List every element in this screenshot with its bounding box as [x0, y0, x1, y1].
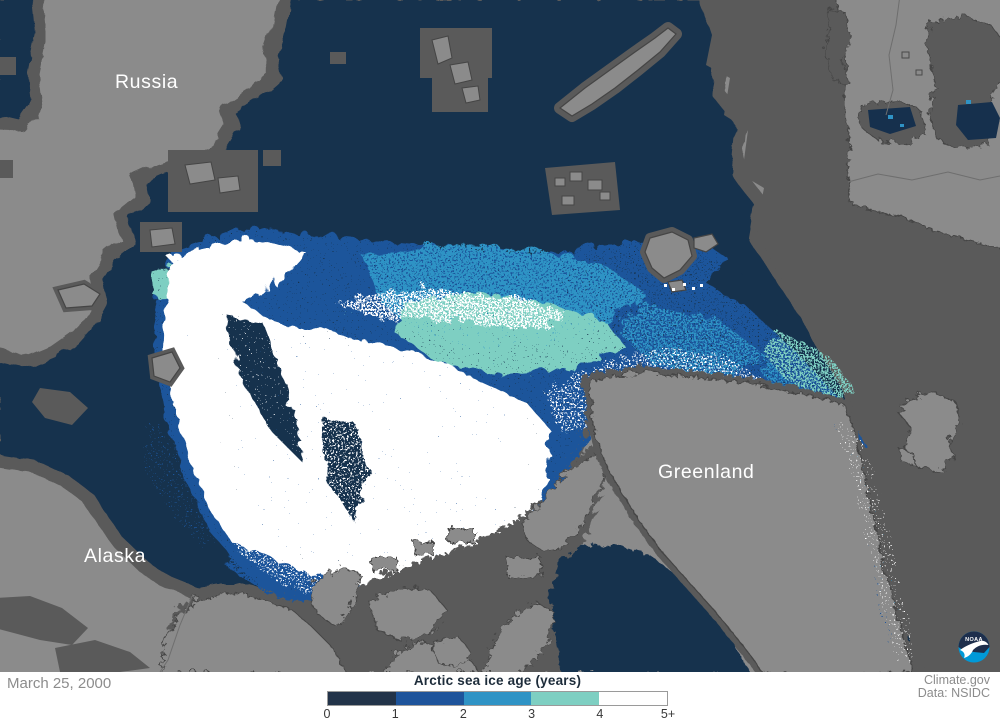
wrangel-island — [52, 279, 185, 387]
baffin-bay — [548, 542, 748, 672]
lake — [901, 51, 910, 59]
legend-segment-0-1 — [328, 692, 396, 705]
alaska-canada-border — [159, 593, 194, 672]
ice-dot — [966, 100, 971, 104]
arctic-map-svg: NOAA Russia Alaska Greenland — [0, 0, 1000, 672]
banks-island — [307, 564, 359, 626]
source-label: Climate.gov — [924, 673, 990, 687]
white-sea-ice — [956, 102, 1000, 140]
tick-0: 0 — [323, 707, 331, 720]
island — [411, 539, 433, 553]
lake — [915, 69, 923, 76]
ice-4plus-crest — [166, 238, 270, 268]
bothnia-water — [822, 5, 849, 83]
east-greenland-ice-tail — [832, 415, 912, 658]
country-border — [847, 171, 1000, 183]
devon-island — [504, 554, 540, 576]
ice-age-legend: Arctic sea ice age (years) 0 1 2 3 4 5+ — [323, 673, 676, 720]
noaa-logo: NOAA — [958, 631, 990, 663]
label-alaska: Alaska — [84, 545, 146, 567]
tick-2: 2 — [459, 707, 467, 720]
severnaya-zemlya — [420, 28, 492, 112]
tick-4: 4 — [596, 707, 604, 720]
legend-segment-2-3 — [463, 692, 532, 705]
tick-1: 1 — [391, 707, 399, 720]
inlet-sea-ice — [868, 107, 916, 134]
legend-title: Arctic sea ice age (years) — [413, 673, 582, 688]
date-label: March 25, 2000 — [7, 675, 112, 692]
baffin-island — [479, 599, 553, 672]
ellesmere-island — [519, 447, 611, 549]
country-border — [885, 0, 900, 116]
tick-5plus: 5+ — [660, 707, 676, 720]
label-russia: Russia — [115, 71, 178, 93]
iceland — [897, 389, 959, 471]
terrain-details — [0, 388, 150, 672]
sea-ice-pack — [136, 226, 862, 622]
island — [445, 525, 473, 541]
noaa-logo-seagull-icon — [960, 640, 989, 658]
okhotsk-corner-water — [0, 0, 44, 131]
legend-colorbar — [327, 691, 668, 706]
legend-tick-labels: 0 1 2 3 4 5+ — [323, 707, 676, 720]
ice-3-4yr-wing — [758, 328, 852, 398]
ice-dot — [900, 124, 904, 127]
svalbard — [640, 227, 719, 295]
legend-segment-3-4 — [531, 692, 600, 705]
canada-mainland — [159, 589, 346, 672]
data-credit-label: Data: NSIDC — [917, 686, 990, 700]
legend-segment-4-5plus — [599, 692, 667, 705]
scandinavia — [822, 0, 1000, 247]
ice-blue-speckle — [220, 330, 520, 580]
franz-josef-land — [545, 162, 620, 215]
ice-4plus-arc-streak — [330, 283, 562, 324]
svalbard-ice-dots — [664, 283, 703, 295]
label-greenland: Greenland — [658, 461, 754, 483]
buffer-patch — [330, 52, 346, 64]
buffer-patch — [263, 150, 281, 166]
island — [429, 635, 471, 666]
noaa-logo-text: NOAA — [965, 637, 983, 643]
ice-dot — [888, 115, 893, 119]
novaya-zemlya — [554, 22, 682, 122]
arctic-map: NOAA Russia Alaska Greenland — [0, 0, 1000, 672]
footer-bar: March 25, 2000 Arctic sea ice age (years… — [0, 672, 1000, 720]
victoria-island — [367, 584, 446, 641]
arctic-islands — [52, 22, 719, 387]
new-siberian-islands — [140, 150, 258, 252]
tick-3: 3 — [528, 707, 536, 720]
buffer-patch — [0, 57, 16, 75]
attribution: Climate.gov Data: NSIDC — [918, 674, 990, 700]
legend-segment-1-2 — [395, 692, 464, 705]
buffer-patch — [0, 160, 13, 178]
canadian-archipelago — [159, 440, 748, 672]
island — [369, 554, 395, 570]
